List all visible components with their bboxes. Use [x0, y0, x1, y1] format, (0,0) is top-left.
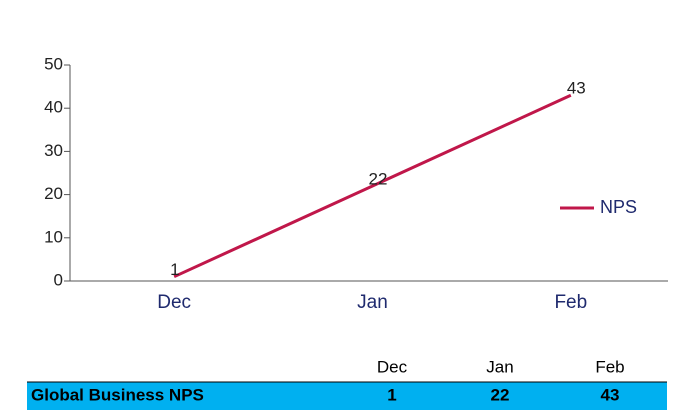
table-cell: 22	[491, 385, 510, 404]
table-header: Jan	[486, 357, 513, 376]
table-row-background	[27, 382, 667, 410]
y-tick-label: 50	[44, 54, 63, 73]
y-tick-label: 0	[54, 270, 63, 289]
table-header: Feb	[595, 357, 624, 376]
y-tick-label: 30	[44, 141, 63, 160]
data-label: 1	[170, 260, 179, 279]
y-tick-label: 10	[44, 227, 63, 246]
data-label: 22	[369, 169, 388, 188]
x-tick-label: Feb	[554, 292, 587, 313]
data-label: 43	[567, 79, 586, 98]
x-tick-label: Jan	[357, 292, 388, 313]
legend-label: NPS	[600, 197, 637, 217]
series-line	[173, 93, 572, 279]
table-row-label: Global Business NPS	[31, 385, 204, 404]
table-cell: 1	[387, 385, 396, 404]
x-tick-label: Dec	[157, 292, 191, 313]
y-tick-label: 40	[44, 98, 63, 117]
table-header: Dec	[377, 357, 408, 376]
y-tick-label: 20	[44, 184, 63, 203]
table-cell: 43	[601, 385, 620, 404]
